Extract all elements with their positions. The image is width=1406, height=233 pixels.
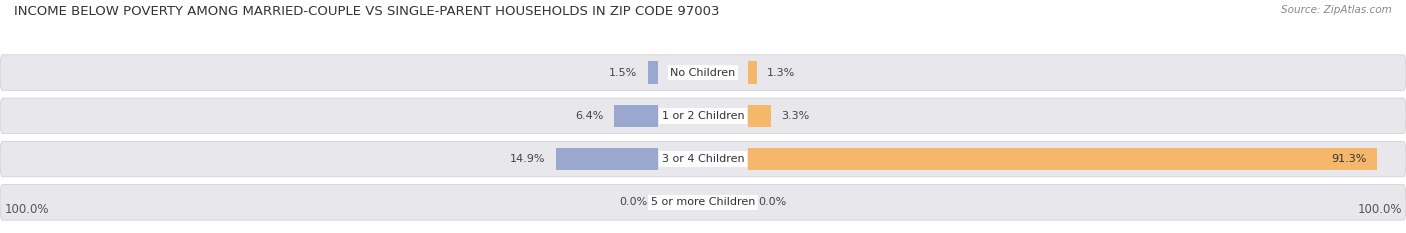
Bar bbox=[748, 105, 770, 127]
Text: 14.9%: 14.9% bbox=[509, 154, 546, 164]
Text: 100.0%: 100.0% bbox=[4, 203, 49, 216]
Text: 0.0%: 0.0% bbox=[758, 197, 786, 207]
Text: 3.3%: 3.3% bbox=[780, 111, 808, 121]
Bar bbox=[748, 148, 1376, 170]
FancyBboxPatch shape bbox=[0, 141, 1406, 177]
Text: 5 or more Children: 5 or more Children bbox=[651, 197, 755, 207]
Text: 1.3%: 1.3% bbox=[768, 68, 796, 78]
FancyBboxPatch shape bbox=[0, 98, 1406, 134]
Text: 0.0%: 0.0% bbox=[620, 197, 648, 207]
Bar bbox=[748, 61, 756, 84]
Text: INCOME BELOW POVERTY AMONG MARRIED-COUPLE VS SINGLE-PARENT HOUSEHOLDS IN ZIP COD: INCOME BELOW POVERTY AMONG MARRIED-COUPL… bbox=[14, 5, 720, 18]
Bar bbox=[648, 61, 658, 84]
Text: 91.3%: 91.3% bbox=[1331, 154, 1367, 164]
FancyBboxPatch shape bbox=[0, 55, 1406, 90]
Text: 6.4%: 6.4% bbox=[575, 111, 603, 121]
Text: 3 or 4 Children: 3 or 4 Children bbox=[662, 154, 744, 164]
Text: 1.5%: 1.5% bbox=[609, 68, 637, 78]
Text: No Children: No Children bbox=[671, 68, 735, 78]
FancyBboxPatch shape bbox=[0, 185, 1406, 220]
Bar bbox=[555, 148, 658, 170]
Text: 100.0%: 100.0% bbox=[1357, 203, 1402, 216]
Bar bbox=[614, 105, 658, 127]
Text: 1 or 2 Children: 1 or 2 Children bbox=[662, 111, 744, 121]
Text: Source: ZipAtlas.com: Source: ZipAtlas.com bbox=[1281, 5, 1392, 15]
